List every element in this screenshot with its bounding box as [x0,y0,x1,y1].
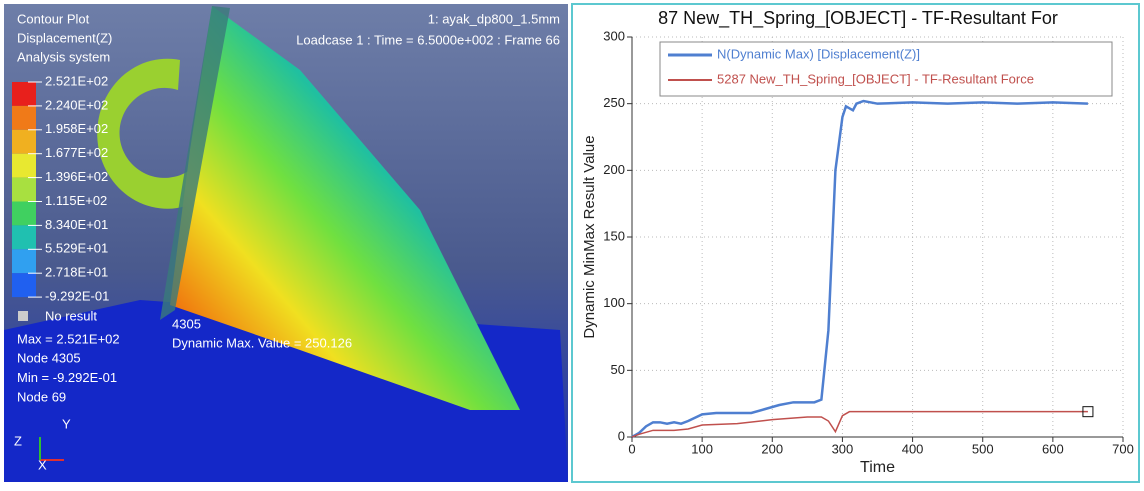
legend-value: 5.529E+01 [45,241,108,256]
triad-label: Y [62,416,71,431]
legend-value: 2.240E+02 [45,97,108,112]
x-tick-label: 100 [691,441,713,456]
legend-swatch [12,129,36,154]
x-axis-label: Time [860,459,895,476]
legend-swatch [12,201,36,226]
x-tick-label: 200 [761,441,783,456]
y-tick-label: 200 [603,162,625,177]
legend-swatch [12,249,36,274]
triad-label: Z [14,433,22,448]
legend-swatch [12,82,36,106]
summary: Min = -9.292E-01 [17,370,117,385]
no-result: No result [45,308,97,323]
node-label: 4305 [172,316,201,331]
legend-value: 1.396E+02 [45,169,108,184]
legend-value: 2.718E+01 [45,265,108,280]
y-axis-label: Dynamic MinMax Result Value [581,135,598,338]
legend-value: 1.677E+02 [45,145,108,160]
legend-label: N(Dynamic Max) [Displacement(Z)] [717,46,920,61]
legend-value: 2.521E+02 [45,73,108,88]
x-tick-label: 600 [1042,441,1064,456]
summary: Node 69 [17,389,66,404]
legend-value: 1.958E+02 [45,121,108,136]
legend-swatch [12,225,36,250]
legend-label: 5287 New_TH_Spring_[OBJECT] - TF-Resulta… [717,71,1034,86]
y-tick-label: 250 [603,95,625,110]
y-tick-label: 300 [603,28,625,43]
legend-swatch [12,153,36,178]
y-tick-label: 150 [603,228,625,243]
chart-title: 87 New_TH_Spring_[OBJECT] - TF-Resultant… [658,8,1058,29]
viewport-title: Analysis system [17,49,110,64]
fin [170,6,520,410]
triad [39,437,64,461]
legend-value: 1.115E+02 [45,193,107,208]
end-marker [1082,406,1094,418]
legend-swatch [12,273,36,298]
legend-swatch [12,177,36,202]
series-line [631,99,1088,439]
legend-box [659,41,1113,97]
legend-value: -9.292E-01 [45,289,109,304]
ring [97,58,200,209]
series-line [631,410,1088,438]
viewport-title: Contour Plot [17,11,90,26]
loadcase: Loadcase 1 : Time = 6.5000e+002 : Frame … [296,32,560,47]
viewport [4,4,568,482]
x-tick-label: 0 [628,441,635,456]
y-tick-label: 100 [603,295,625,310]
dynamic-max: Dynamic Max. Value = 250.126 [172,335,352,350]
legend-value: 8.340E+01 [45,217,108,232]
model-name: 1: ayak_dp800_1.5mm [428,11,560,26]
triad-label: X [38,457,47,472]
summary: Max = 2.521E+02 [17,331,120,346]
y-tick-label: 0 [618,428,625,443]
summary: Node 4305 [17,351,81,366]
edge [160,6,230,320]
x-tick-label: 400 [902,441,924,456]
x-tick-label: 300 [832,441,854,456]
x-tick-label: 500 [972,441,994,456]
legend-swatch [12,105,36,130]
x-tick-label: 700 [1112,441,1134,456]
y-tick-label: 50 [611,362,625,377]
viewport-title: Displacement(Z) [17,30,112,45]
no-result-swatch [18,311,28,321]
